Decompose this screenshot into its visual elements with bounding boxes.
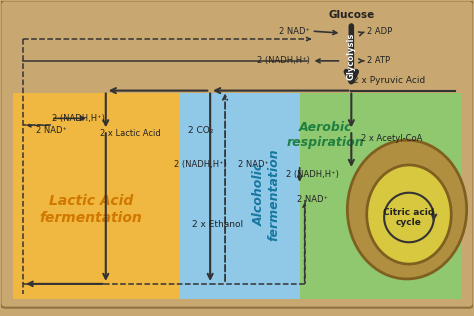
Ellipse shape (347, 140, 466, 279)
Text: 2 NAD⁺: 2 NAD⁺ (297, 195, 328, 204)
Text: 2 (NADH,H⁺): 2 (NADH,H⁺) (174, 161, 227, 169)
Text: 2 NAD⁺: 2 NAD⁺ (36, 126, 66, 135)
Text: 2 NAD⁺: 2 NAD⁺ (238, 161, 269, 169)
Text: 2 x Pyruvic Acid: 2 x Pyruvic Acid (353, 76, 425, 85)
FancyBboxPatch shape (180, 93, 300, 299)
Text: Glycolysis: Glycolysis (347, 32, 356, 80)
Text: 2 ATP: 2 ATP (367, 56, 391, 65)
Text: 2 x Lactic Acid: 2 x Lactic Acid (100, 129, 161, 138)
Text: 2 CO₂: 2 CO₂ (188, 126, 213, 135)
Text: 2 (NADH,H⁺): 2 (NADH,H⁺) (257, 56, 310, 65)
Text: Lactic Acid
fermentation: Lactic Acid fermentation (39, 194, 142, 225)
Text: 2 (NADH,H⁺): 2 (NADH,H⁺) (286, 170, 339, 179)
FancyBboxPatch shape (0, 0, 474, 308)
Ellipse shape (367, 165, 451, 264)
Text: 2 ADP: 2 ADP (367, 27, 392, 36)
Text: Alcoholic
fermentation: Alcoholic fermentation (253, 149, 281, 241)
Text: Citric acid
cycle: Citric acid cycle (383, 208, 435, 227)
Text: 2 x Ethanol: 2 x Ethanol (191, 220, 243, 229)
Text: 2 NAD⁺: 2 NAD⁺ (279, 27, 310, 36)
Text: 2 x Acetyl-CoA: 2 x Acetyl-CoA (361, 134, 423, 143)
FancyBboxPatch shape (300, 93, 461, 299)
Text: Aerobic
respiration: Aerobic respiration (287, 121, 365, 149)
FancyBboxPatch shape (13, 93, 180, 299)
Text: Glucose: Glucose (328, 10, 374, 20)
Text: 2 (NADH,H⁺): 2 (NADH,H⁺) (53, 114, 105, 123)
